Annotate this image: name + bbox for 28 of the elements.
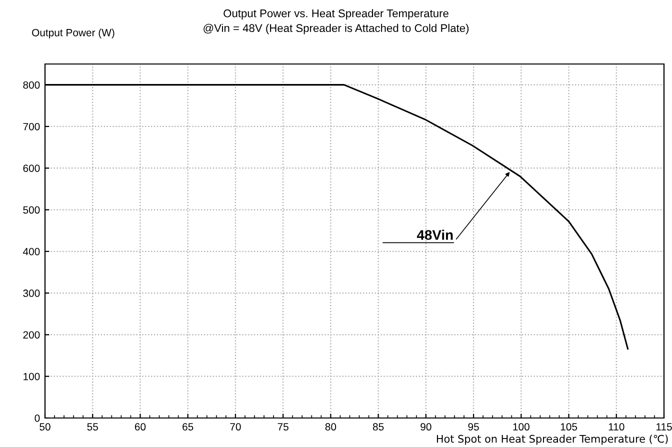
y-tick-label: 600 [23,164,40,172]
y-tick-label: 300 [23,290,40,297]
x-tick-label: 60 [134,423,146,431]
y-tick-label: 0 [34,414,40,422]
x-tick-label: 85 [372,423,384,431]
x-tick-label: 75 [278,423,288,431]
x-tick-label: 65 [182,423,194,431]
x-tick-label: 105 [560,423,578,431]
chart-subtitle: @Vin = 48V (Heat Spreader is Attached to Cold Plate) [204,24,469,34]
x-tick-label: 110 [608,423,624,431]
y-tick-label: 400 [23,248,40,256]
x-tick-label: 70 [230,423,241,431]
y-tick-label: 800 [23,81,40,89]
y-tick-label: 700 [23,122,40,130]
x-tick-label: 55 [87,423,98,431]
y-tick-label: 500 [23,206,40,214]
x-tick-label: 100 [513,423,530,431]
x-tick-label: 95 [468,423,479,431]
x-tick-label: 80 [325,423,336,431]
y-tick-label: 100 [24,372,40,380]
annotation: 48Vin [416,230,453,240]
chart-title: Output Power vs. Heat Spreader Temperature [224,9,448,20]
y-tick-label: 200 [23,331,40,339]
x-tick-label: 115 [656,423,672,431]
x-tick-label: 90 [420,423,432,431]
y-axis-title: Output Power (W) [32,28,114,38]
x-tick-label: 50 [40,423,50,431]
x-axis-title: Hot Spot on Heat Spreader Temperature (℃) [436,434,668,445]
